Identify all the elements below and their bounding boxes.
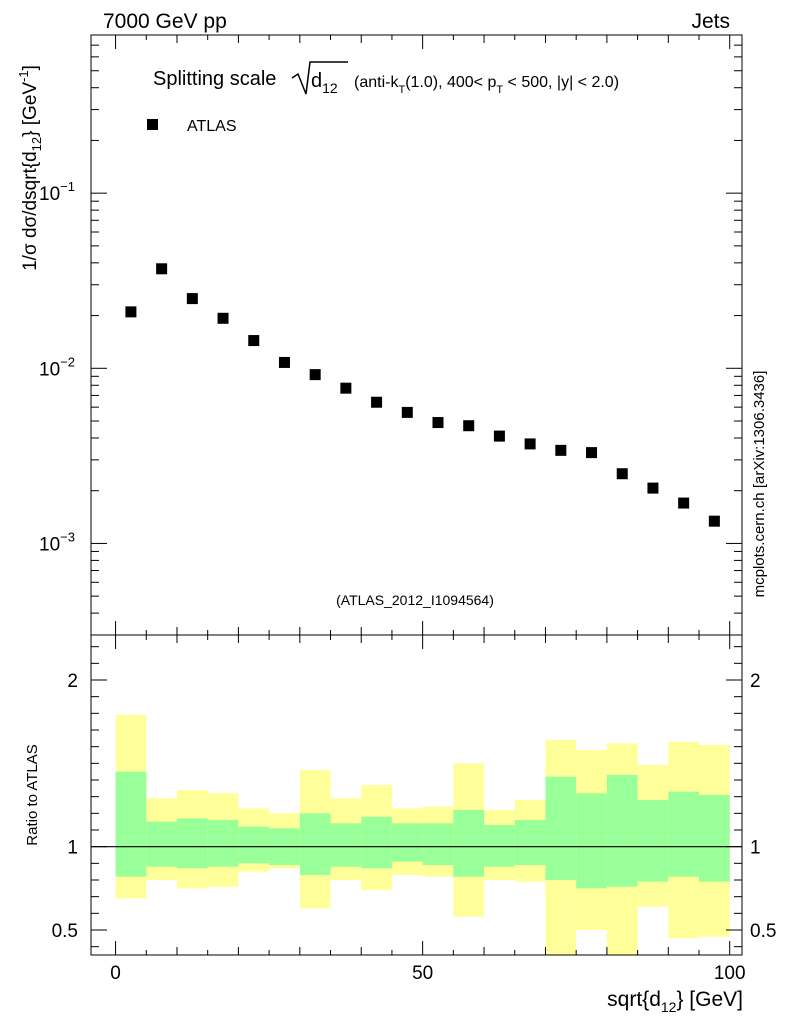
y-tick-label-main: 10−3 [39, 529, 75, 555]
x-axis-label: sqrt{d12} [GeV] [607, 988, 743, 1015]
inner-band-bin [176, 818, 208, 869]
data-point [248, 335, 260, 347]
side-label: mcplots.cern.ch [arXiv:1306.3436] [751, 371, 768, 598]
inner-band-bin [484, 825, 515, 867]
inner-band-bin [207, 820, 239, 867]
inner-band-bin [299, 813, 331, 875]
data-point [678, 497, 690, 509]
data-point [401, 406, 413, 418]
y-tick-label-ratio-right: 1 [750, 838, 761, 859]
data-point [616, 468, 628, 480]
inner-band-bin [637, 800, 669, 882]
inner-band-bin [422, 823, 454, 865]
data-point [156, 263, 168, 275]
data-point [186, 293, 198, 305]
inner-band-bin [115, 771, 147, 877]
data-point [555, 444, 567, 456]
y-tick-label-main: 10−2 [39, 354, 75, 380]
y-tick-label-ratio-right: 2 [750, 671, 761, 692]
title-sqrt-arg: d12 [311, 70, 338, 96]
x-tick-label: 0 [110, 963, 121, 984]
header-left: 7000 GeV pp [103, 10, 227, 33]
inner-band-bin [146, 821, 177, 867]
y-axis-label-ratio: Ratio to ATLAS [24, 744, 41, 845]
chart-title: Splitting scale [153, 68, 276, 90]
data-point [371, 396, 383, 408]
y-tick-label-main: 10−1 [39, 179, 75, 205]
data-point [125, 306, 137, 318]
x-tick-label: 100 [714, 963, 746, 984]
title-prefix: Splitting scale [153, 68, 276, 90]
inner-band-bin [361, 816, 392, 869]
ratio-axis-ticks: 0 50 100 2 2 1 1 0.5 0.5 [52, 635, 776, 984]
inner-band-bin [391, 823, 423, 862]
y-axis-label-main: 1/σ dσ/dsqrt{d12} [GeV-1] [16, 65, 44, 271]
inner-band-bin [576, 793, 607, 889]
inner-band-bin [453, 810, 485, 877]
ratio-frame [90, 634, 743, 956]
ratio-bands [91, 715, 742, 955]
inner-band-bin [668, 791, 700, 877]
header-right: Jets [691, 10, 730, 33]
inner-band-bin [699, 795, 730, 882]
analysis-tag: (ATLAS_2012_I1094564) [336, 592, 494, 608]
inner-band-bin [545, 776, 577, 880]
data-point [524, 438, 536, 450]
data-point [493, 430, 505, 442]
data-point [278, 356, 290, 368]
inner-band-bin [514, 820, 546, 865]
title-sqrt-sign [291, 61, 348, 95]
data-point [586, 447, 598, 459]
y-tick-label-ratio: 0.5 [52, 921, 78, 942]
y-tick-label-ratio: 1 [67, 838, 78, 859]
data-point [432, 417, 444, 429]
inner-band-bin [330, 823, 362, 867]
data-point [340, 382, 352, 394]
data-point [463, 420, 475, 432]
data-point [708, 515, 720, 527]
data-point [647, 482, 659, 494]
y-tick-label-ratio-right: 0.5 [750, 921, 776, 942]
y-tick-label-ratio: 2 [67, 671, 78, 692]
title-detail: (anti-kT(1.0), 400< pT < 500, |y| < 2.0) [354, 74, 619, 96]
inner-band-bin [606, 775, 638, 887]
main-axis-ticks: 10−1 10−2 10−3 [39, 34, 742, 636]
data-markers [125, 263, 720, 527]
data-point [309, 369, 321, 381]
legend-label: ATLAS [187, 118, 237, 135]
title-sqrt-sub: 12 [322, 80, 338, 96]
data-point [217, 312, 229, 324]
inner-band-bin [238, 826, 270, 864]
legend-marker [147, 119, 158, 130]
x-tick-label: 50 [412, 963, 433, 984]
